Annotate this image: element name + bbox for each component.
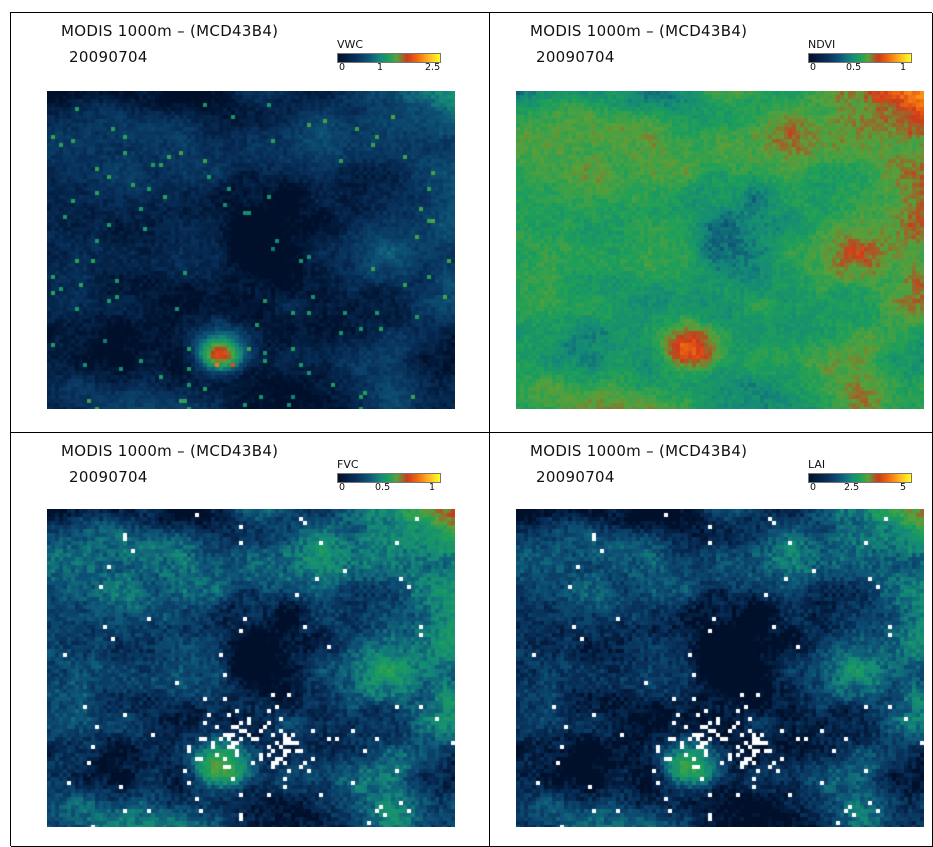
- legend-variable-label: LAI: [808, 458, 826, 471]
- panel-ndvi: MODIS 1000m – (MCD43B4) 20090704 NDVI 0 …: [490, 13, 933, 433]
- panel-lai: MODIS 1000m – (MCD43B4) 20090704 LAI 0 2…: [490, 433, 933, 847]
- tick-mid: 2.5: [844, 482, 860, 493]
- tick-max: 5: [900, 482, 907, 493]
- legend-variable-label: FVC: [337, 458, 359, 471]
- panel-title: MODIS 1000m – (MCD43B4): [61, 442, 279, 460]
- colorbar-legend: LAI 0 2.5 5: [808, 457, 912, 495]
- lai-raster-map: [516, 509, 924, 827]
- colorbar-legend: FVC 0 0.5 1: [337, 457, 441, 495]
- panel-date: 20090704: [69, 468, 148, 486]
- tick-max: 1: [900, 62, 907, 73]
- colorbar-legend: VWC 0 1 2.5: [337, 37, 441, 75]
- colorbar-legend: NDVI 0 0.5 1: [808, 37, 912, 75]
- ndvi-raster-map: [516, 91, 924, 409]
- panel-date: 20090704: [536, 468, 615, 486]
- panel-date: 20090704: [69, 48, 148, 66]
- tick-min: 0: [339, 482, 346, 493]
- panel-title: MODIS 1000m – (MCD43B4): [530, 442, 748, 460]
- panel-title: MODIS 1000m – (MCD43B4): [61, 22, 279, 40]
- tick-mid: 0.5: [375, 482, 391, 493]
- colorbar: [337, 473, 441, 483]
- tick-max: 1: [429, 482, 436, 493]
- legend-variable-label: VWC: [337, 38, 364, 51]
- tick-mid: 0.5: [846, 62, 862, 73]
- tick-max: 2.5: [425, 62, 441, 73]
- panel-date: 20090704: [536, 48, 615, 66]
- colorbar-ticks: 0 0.5 1: [337, 482, 441, 495]
- vwc-raster-map: [47, 91, 455, 409]
- fvc-raster-map: [47, 509, 455, 827]
- panel-vwc: MODIS 1000m – (MCD43B4) 20090704 VWC 0 1…: [11, 13, 490, 433]
- map-panel-grid: MODIS 1000m – (MCD43B4) 20090704 VWC 0 1…: [10, 12, 933, 847]
- tick-min: 0: [339, 62, 346, 73]
- colorbar: [808, 473, 912, 483]
- colorbar: [808, 53, 912, 63]
- tick-min: 0: [810, 62, 817, 73]
- colorbar: [337, 53, 441, 63]
- tick-min: 0: [810, 482, 817, 493]
- colorbar-ticks: 0 1 2.5: [337, 62, 441, 75]
- panel-fvc: MODIS 1000m – (MCD43B4) 20090704 FVC 0 0…: [11, 433, 490, 847]
- panel-title: MODIS 1000m – (MCD43B4): [530, 22, 748, 40]
- colorbar-ticks: 0 0.5 1: [808, 62, 912, 75]
- tick-mid: 1: [377, 62, 384, 73]
- colorbar-ticks: 0 2.5 5: [808, 482, 912, 495]
- legend-variable-label: NDVI: [808, 38, 836, 51]
